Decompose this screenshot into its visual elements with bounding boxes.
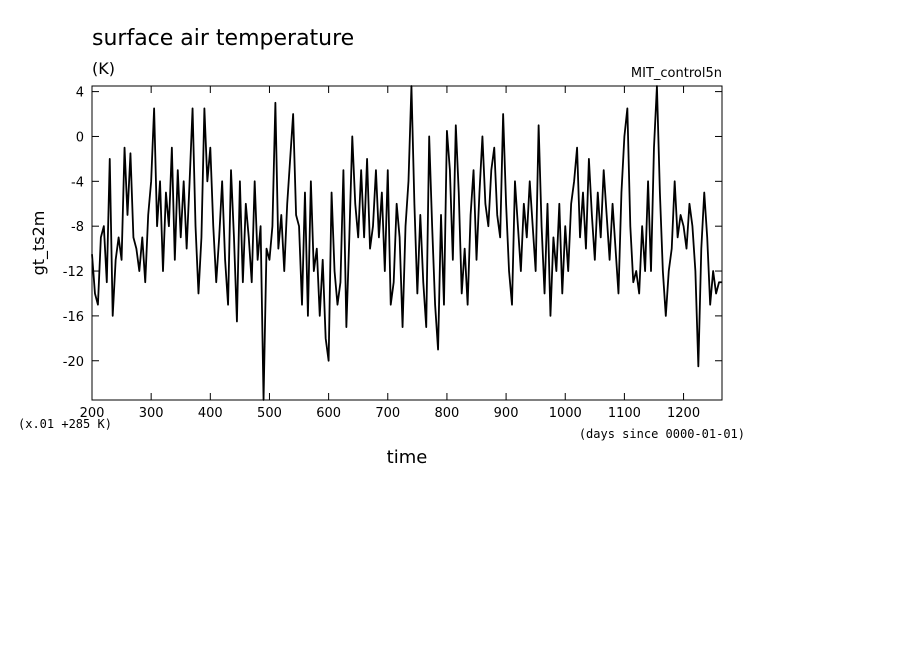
x-tick-label: 900	[494, 406, 519, 421]
x-axis-note: (days since 0000-01-01)	[579, 427, 745, 441]
chart-units: (K)	[92, 59, 115, 78]
y-scale-note: (x.01 +285 K)	[18, 417, 112, 431]
chart-title: surface air temperature	[92, 26, 354, 51]
y-tick-label: -4	[71, 175, 84, 190]
x-axis-ticks: 200 300 400 500 600 700 800 900 1000 1100 1200	[80, 86, 700, 421]
y-axis-label: gt_ts2m	[29, 211, 49, 276]
x-tick-label: 1000	[549, 406, 582, 421]
experiment-label: MIT_control5n	[631, 66, 722, 81]
y-tick-label: -8	[71, 220, 84, 235]
x-axis-label: time	[387, 447, 428, 468]
y-tick-label: -12	[63, 265, 84, 280]
x-tick-label: 600	[316, 406, 341, 421]
x-tick-label: 200	[80, 406, 105, 421]
y-tick-label: 0	[76, 130, 84, 145]
y-tick-label: -20	[63, 355, 84, 370]
plot-frame	[91, 85, 723, 401]
x-tick-label: 1100	[608, 406, 641, 421]
temperature-series-line	[91, 85, 722, 401]
x-tick-label: 300	[139, 406, 164, 421]
y-tick-label: 4	[76, 86, 84, 101]
x-tick-label: 700	[375, 406, 400, 421]
x-tick-label: 400	[198, 406, 223, 421]
x-tick-label: 1200	[667, 406, 700, 421]
x-tick-label: 500	[257, 406, 282, 421]
x-tick-label: 800	[435, 406, 460, 421]
y-axis-ticks: 4 0 -4 -8 -12 -16 -20	[63, 86, 722, 370]
y-tick-label: -16	[63, 310, 84, 325]
